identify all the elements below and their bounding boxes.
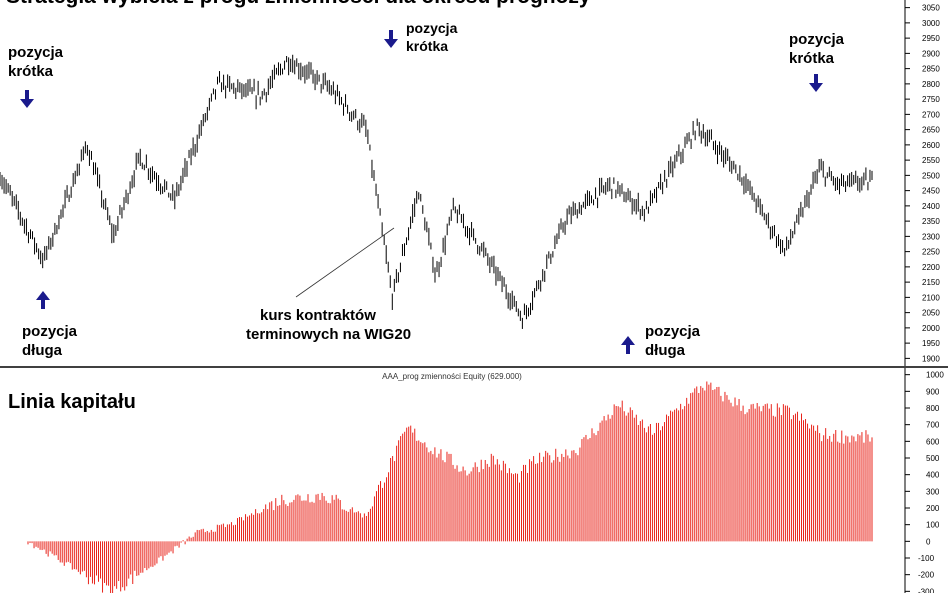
y-tick-label: 700 xyxy=(926,421,940,430)
annotation-label: krótka xyxy=(406,38,448,54)
y-tick-label: 2250 xyxy=(922,248,940,257)
annotation-label: krótka xyxy=(8,63,54,80)
y-tick-label: 200 xyxy=(926,504,940,513)
annotation-futures-price: kurs kontraktów terminowych na WIG20 xyxy=(246,227,411,343)
y-tick-label: 100 xyxy=(926,521,940,530)
arrow-down-icon xyxy=(809,74,823,92)
annotation-label: pozycja xyxy=(22,323,78,340)
y-tick-label: -300 xyxy=(918,587,935,593)
annotation-pointer-line xyxy=(295,227,395,298)
equity-bars xyxy=(27,381,873,593)
annotation-label: pozycja xyxy=(789,31,845,48)
y-tick-label: 3050 xyxy=(922,4,940,13)
y-tick-label: 1950 xyxy=(922,339,940,348)
y-tick-label: 900 xyxy=(926,387,940,396)
y-tick-label: 2800 xyxy=(922,80,940,89)
y-tick-label: 2650 xyxy=(922,126,940,135)
annotation-label: terminowych na WIG20 xyxy=(246,326,411,343)
arrow-up-icon xyxy=(36,291,50,309)
annotation-label: długa xyxy=(645,342,686,359)
annotation-label: pozycja xyxy=(645,323,701,340)
y-tick-label: 2350 xyxy=(922,217,940,226)
y-tick-label: 3000 xyxy=(922,19,940,28)
annotation-label: kurs kontraktów xyxy=(260,307,376,324)
arrow-up-icon xyxy=(621,336,635,354)
annotation-short-2: pozycja krótka xyxy=(384,20,458,54)
annotation-label: krótka xyxy=(789,50,835,67)
equity-y-axis: -300 -200 -100 0 100 200 300 400 500 600 700 800 900… xyxy=(905,371,944,593)
equity-chart-title: Linia kapitału xyxy=(8,391,136,413)
y-tick-label: 600 xyxy=(926,437,940,446)
y-tick-label: 2950 xyxy=(922,34,940,43)
y-tick-label: 1000 xyxy=(926,371,944,380)
annotation-short-3: pozycja krótka xyxy=(789,31,845,92)
arrow-down-icon xyxy=(20,90,34,108)
y-tick-label: 2200 xyxy=(922,263,940,272)
y-tick-label: 500 xyxy=(926,454,940,463)
equity-chart-subtitle: AAA_prog zmienności Equity (629.000) xyxy=(382,372,522,381)
price-series-wig20 xyxy=(0,54,873,329)
y-tick-label: 2500 xyxy=(922,171,940,180)
y-tick-label: -100 xyxy=(918,554,935,563)
y-tick-label: 2850 xyxy=(922,65,940,74)
y-tick-label: -200 xyxy=(918,571,935,580)
y-tick-label: 2100 xyxy=(922,293,940,302)
price-y-axis: 1900 1950 2000 2050 2100 2150 2200 2250 2300 2350… xyxy=(905,4,940,363)
annotation-long-2: pozycja długa xyxy=(621,323,701,359)
y-tick-label: 2700 xyxy=(922,110,940,119)
annotation-label: pozycja xyxy=(406,20,458,36)
y-tick-label: 2450 xyxy=(922,187,940,196)
y-tick-label: 2000 xyxy=(922,324,940,333)
annotation-long-1: pozycja długa xyxy=(22,291,78,359)
price-chart-title: Strategia wybicia z progu zmienności dla… xyxy=(6,0,591,8)
y-tick-label: 2750 xyxy=(922,95,940,104)
y-tick-label: 2600 xyxy=(922,141,940,150)
price-panel xyxy=(0,0,948,368)
y-tick-label: 2150 xyxy=(922,278,940,287)
y-tick-label: 1900 xyxy=(922,354,940,363)
y-tick-label: 300 xyxy=(926,487,940,496)
annotation-label: pozycja xyxy=(8,44,64,61)
y-tick-label: 800 xyxy=(926,404,940,413)
y-tick-label: 400 xyxy=(926,471,940,480)
y-tick-label: 2900 xyxy=(922,49,940,58)
y-tick-label: 2300 xyxy=(922,232,940,241)
y-tick-label: 2550 xyxy=(922,156,940,165)
y-tick-label: 2400 xyxy=(922,202,940,211)
y-tick-label: 0 xyxy=(926,537,931,546)
y-tick-label: 2050 xyxy=(922,309,940,318)
annotation-label: długa xyxy=(22,342,63,359)
arrow-down-icon xyxy=(384,30,398,48)
annotation-short-1: pozycja krótka xyxy=(8,44,64,108)
